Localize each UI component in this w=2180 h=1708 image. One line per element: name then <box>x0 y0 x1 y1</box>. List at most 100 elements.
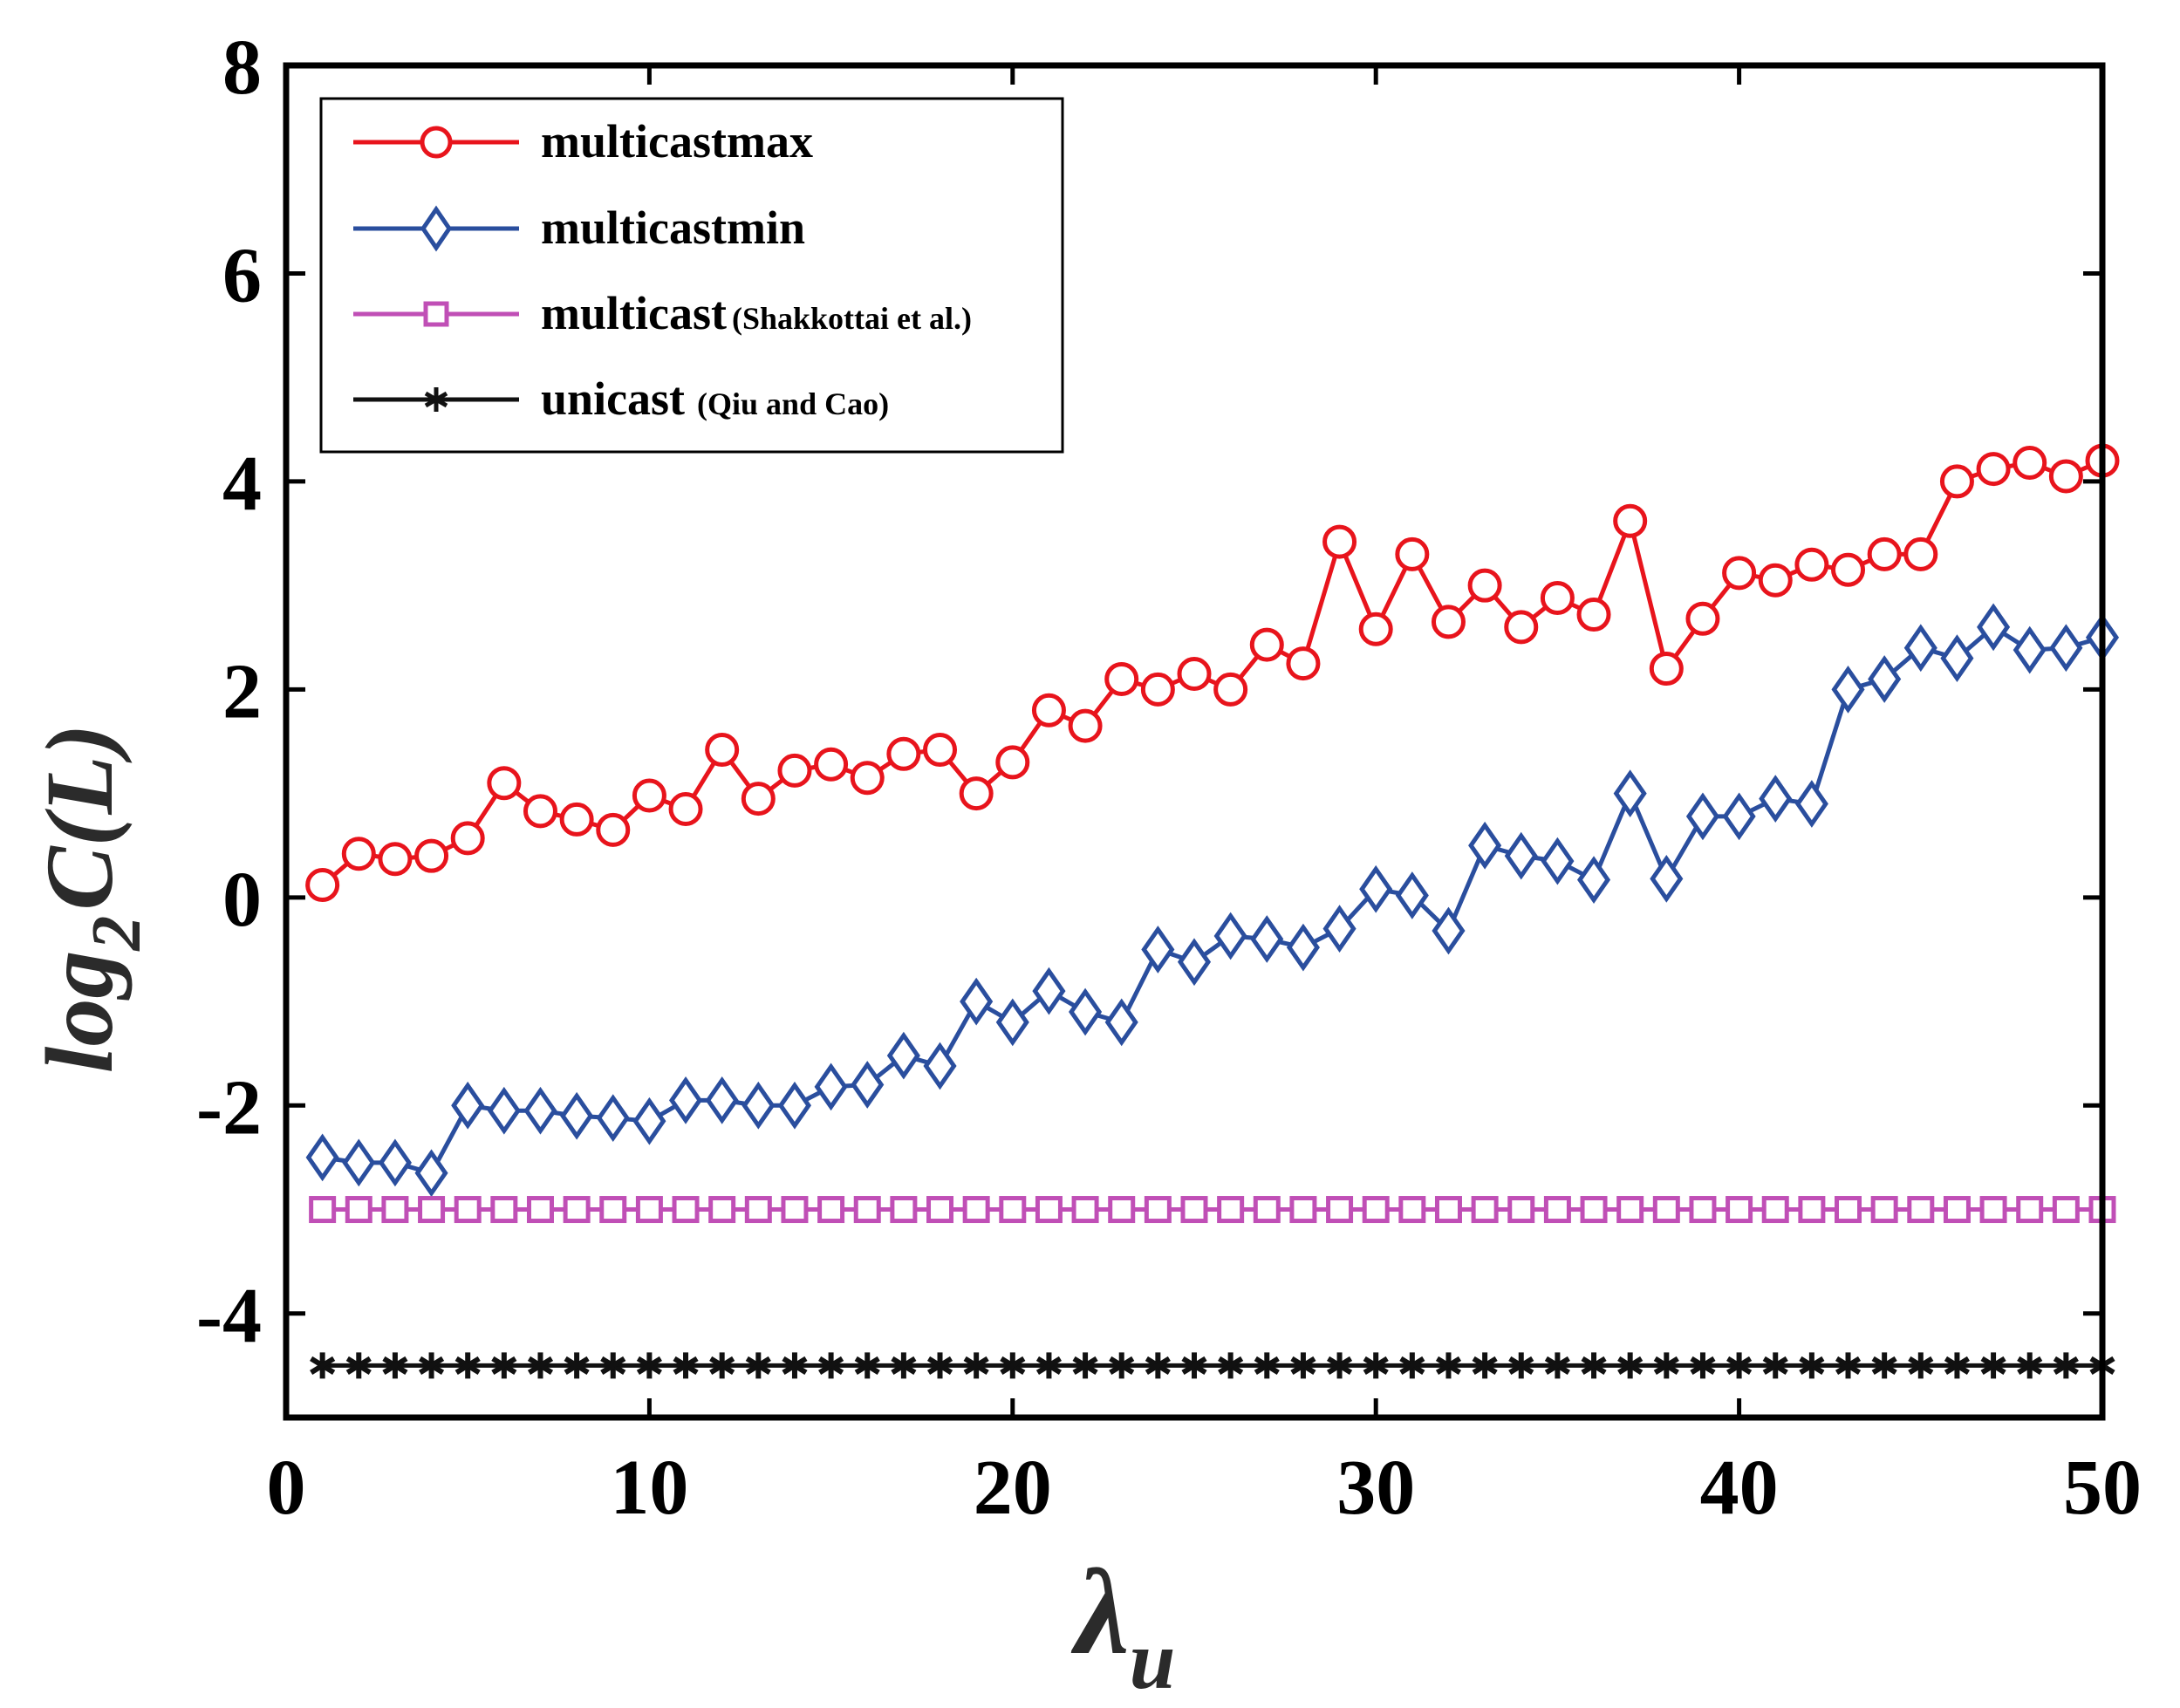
data-point-circle <box>1286 646 1321 681</box>
data-point-star <box>1218 1352 1244 1379</box>
data-point-diamond <box>1903 624 1937 673</box>
data-point-diamond <box>2013 625 2047 674</box>
data-point-square <box>1689 1196 1717 1224</box>
x-tick-label: 50 <box>2063 1445 2142 1531</box>
data-point-diamond <box>1141 926 1175 974</box>
data-point-star <box>1799 1352 1825 1379</box>
data-point-circle <box>1104 661 1139 696</box>
x-axis-label-sub: u <box>1130 1614 1176 1706</box>
data-point-diamond <box>1395 871 1429 919</box>
data-point-square <box>744 1196 772 1224</box>
data-point-star <box>709 1352 735 1379</box>
data-point-square <box>1580 1196 1608 1224</box>
data-point-star <box>1653 1352 1679 1379</box>
y-axis-label: log2 C(L) <box>26 724 155 1073</box>
data-point-star <box>491 1352 517 1379</box>
data-point-diamond <box>1977 603 2011 652</box>
data-point-circle <box>1504 610 1539 645</box>
data-point-square <box>599 1196 627 1224</box>
data-point-diamond <box>1541 837 1575 885</box>
legend-main-text: multicast <box>541 287 727 339</box>
series-unicast-qiu-and-cao <box>310 1352 2115 1379</box>
data-point-circle <box>1613 503 1648 538</box>
data-point-square <box>672 1196 700 1224</box>
data-point-diamond <box>523 1086 557 1135</box>
data-point-circle <box>1467 568 1502 603</box>
data-point-circle <box>850 761 885 796</box>
data-point-diamond <box>1032 967 1066 1015</box>
data-point-star <box>600 1352 626 1379</box>
data-point-square <box>1144 1196 1172 1224</box>
data-point-star <box>1762 1352 1788 1379</box>
data-point-circle <box>1722 556 1757 591</box>
legend-main-text: multicastmin <box>541 202 805 254</box>
data-point-square <box>563 1196 591 1224</box>
data-point-star <box>527 1352 554 1379</box>
data-point-star <box>673 1352 699 1379</box>
data-point-square <box>1289 1196 1317 1224</box>
data-point-circle <box>596 812 631 847</box>
data-point-square <box>890 1196 918 1224</box>
data-point-star <box>454 1352 481 1379</box>
data-point-diamond <box>1940 634 1974 682</box>
data-point-square <box>1652 1196 1680 1224</box>
data-point-diamond <box>1177 938 1212 987</box>
data-point-square <box>1434 1196 1462 1224</box>
data-point-star <box>1254 1352 1280 1379</box>
data-point-circle <box>305 868 340 903</box>
data-point-diamond <box>1104 998 1138 1047</box>
data-point-star <box>818 1352 844 1379</box>
data-point-square <box>454 1196 482 1224</box>
data-point-circle <box>1867 536 1902 571</box>
data-point-diamond <box>305 1133 339 1182</box>
data-point-diamond <box>923 1042 957 1090</box>
legend-label-multicastmin: multicastmin <box>541 202 805 254</box>
data-point-star <box>926 1352 953 1379</box>
legend-main-text: multicastmax <box>541 115 813 167</box>
data-point-diamond <box>814 1062 848 1111</box>
data-point-star <box>382 1352 408 1379</box>
data-point-diamond <box>1868 655 1902 703</box>
series-layer <box>305 443 2120 1379</box>
y-tick-label: 0 <box>222 857 262 943</box>
data-point-square <box>526 1196 554 1224</box>
data-point-circle <box>1177 657 1212 691</box>
data-point-square <box>1835 1196 1862 1224</box>
data-point-diamond <box>705 1076 739 1124</box>
x-axis-label: λu <box>1071 1545 1176 1706</box>
data-point-diamond <box>1831 666 1865 714</box>
data-point-star <box>1109 1352 1135 1379</box>
data-point-circle <box>1540 580 1575 615</box>
legend-label-multicast-shakkottai: multicast (Shakkottai et al.) <box>541 287 972 339</box>
data-point-square <box>1253 1196 1281 1224</box>
data-point-square <box>1870 1196 1898 1224</box>
data-point-diamond <box>1468 821 1502 870</box>
data-point-square <box>1616 1196 1644 1224</box>
data-point-square <box>1907 1196 1935 1224</box>
legend-marker-circle <box>420 126 453 159</box>
data-point-diamond <box>960 977 994 1026</box>
data-point-square <box>309 1196 337 1224</box>
data-point-star <box>1944 1352 1971 1379</box>
data-point-star <box>1980 1352 2006 1379</box>
legend-main-text: unicast <box>541 372 685 425</box>
data-point-square <box>708 1196 736 1224</box>
data-point-circle <box>923 733 958 768</box>
data-point-star <box>1508 1352 1534 1379</box>
data-point-circle <box>1903 536 1938 571</box>
x-tick-label: 40 <box>1700 1445 1779 1531</box>
data-point-diamond <box>1359 864 1393 913</box>
data-point-circle <box>1758 563 1793 598</box>
data-point-diamond <box>2049 624 2083 673</box>
series-multicastmin <box>305 603 2120 1198</box>
data-point-circle <box>450 821 485 856</box>
data-point-diamond <box>851 1061 885 1109</box>
data-point-circle <box>741 782 776 816</box>
data-point-circle <box>1976 452 2011 487</box>
data-point-star <box>891 1352 917 1379</box>
legend-marker-square <box>423 301 449 327</box>
data-point-square <box>999 1196 1027 1224</box>
y-tick-label: 8 <box>222 24 262 111</box>
data-point-square <box>490 1196 518 1224</box>
data-point-star <box>1000 1352 1026 1379</box>
